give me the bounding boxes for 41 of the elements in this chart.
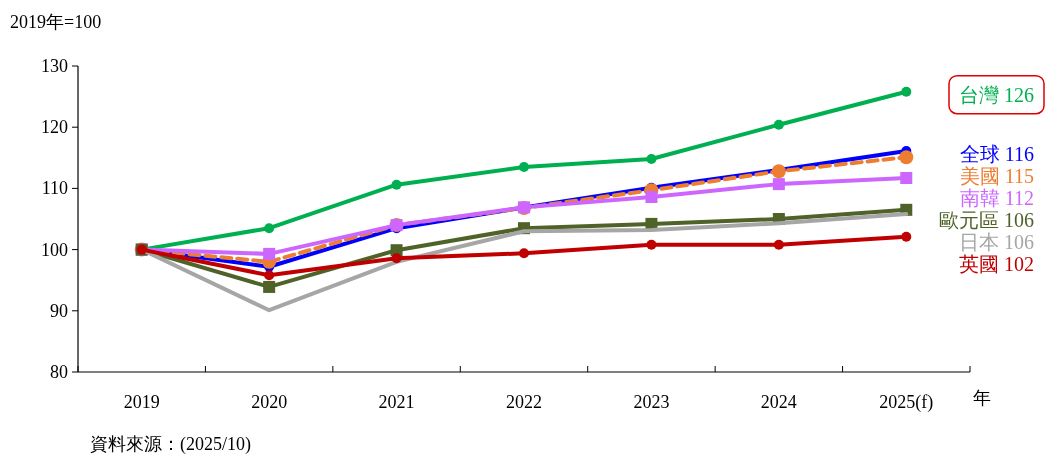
y-tick-label: 90 <box>50 300 68 321</box>
point <box>519 248 529 259</box>
text: 美國 115 <box>959 165 1034 188</box>
point <box>901 86 912 97</box>
point <box>646 154 657 165</box>
x-tick-label: 2019 <box>123 392 160 412</box>
text: 台灣 126 <box>959 83 1034 106</box>
x-tick-label: 2023 <box>633 392 670 412</box>
x-tick-label: 2025(f) <box>879 392 934 413</box>
y-tick-label: 120 <box>41 117 68 138</box>
text: 歐元區 106 <box>939 209 1034 232</box>
point <box>391 253 402 264</box>
text: 英國 102 <box>959 253 1034 276</box>
point <box>519 161 529 172</box>
text: 日本 106 <box>959 231 1034 254</box>
y-tick-label: 100 <box>41 239 68 260</box>
point <box>264 223 275 234</box>
point <box>772 178 785 191</box>
y-tick-label: 130 <box>41 56 68 76</box>
point <box>264 270 275 281</box>
point <box>773 239 784 250</box>
point <box>901 231 912 242</box>
x-tick-label: 2022 <box>506 392 542 412</box>
y-tick-label: 80 <box>50 362 68 382</box>
point <box>899 150 914 165</box>
point <box>645 190 658 203</box>
x-tick-label: 2020 <box>251 392 288 412</box>
point <box>646 239 657 250</box>
x-tick-label: 2024 <box>760 392 797 412</box>
text: 全球 116 <box>959 143 1034 166</box>
point <box>900 172 913 184</box>
x-axis-title: 年 <box>973 388 991 408</box>
x-tick-label: 2021 <box>378 392 415 412</box>
y-tick-label: 110 <box>41 178 68 199</box>
point <box>263 247 276 260</box>
point <box>391 179 402 190</box>
point <box>773 119 784 130</box>
y-axis-title: 2019年=100 <box>10 12 102 32</box>
source-note: 資料來源：(2025/10) <box>90 434 251 455</box>
point <box>263 280 276 293</box>
text: 南韓 112 <box>959 187 1034 210</box>
